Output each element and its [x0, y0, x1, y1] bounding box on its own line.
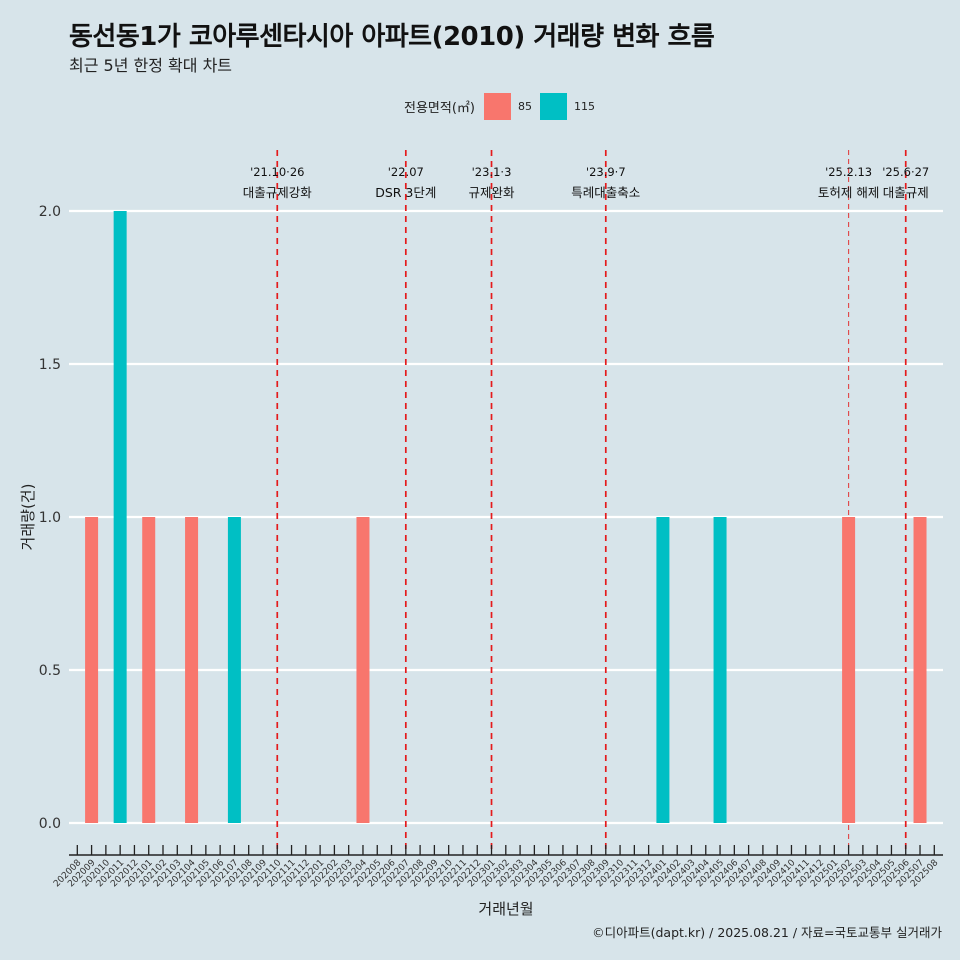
- y-tick-label: 2.0: [39, 204, 61, 220]
- bar-202107-115: [227, 517, 241, 823]
- x-axis-title: 거래년월: [478, 900, 533, 918]
- bar-202101-85: [142, 517, 156, 823]
- event-label: 특례대출축소: [571, 185, 640, 200]
- event-date: '22.07: [388, 165, 424, 179]
- y-axis: 0.0 0.5 1.0 1.5 2.0: [39, 204, 61, 832]
- y-tick-label: 1.5: [39, 357, 61, 373]
- chart-title: 동선동1가 코아루센타시아 아파트(2010) 거래량 변화 흐름: [69, 22, 715, 52]
- event-date: '25.6·27: [882, 165, 929, 179]
- y-axis-title: 거래량(건): [19, 484, 37, 551]
- legend-label-85: 85: [517, 100, 532, 113]
- event-label: 규제완화: [469, 185, 516, 200]
- bar-202009-85: [85, 517, 99, 823]
- event-label: 대출규제: [883, 185, 929, 200]
- bar-202204-85: [356, 517, 370, 823]
- bar-202502-85: [842, 517, 856, 823]
- source-caption: ©디아파트(dapt.kr) / 2025.08.21 / 자료=국토교통부 실…: [592, 925, 942, 940]
- chart-subtitle: 최근 5년 한정 확대 차트: [69, 56, 233, 75]
- event-date: '25.2.13: [825, 165, 872, 179]
- bar-202104-85: [185, 517, 199, 823]
- gridlines: [69, 209, 943, 825]
- y-tick-label: 1.0: [39, 510, 61, 526]
- event-label: 토허제 해제: [818, 185, 879, 200]
- legend-key-85: [483, 93, 511, 120]
- bar-202507-85: [913, 517, 927, 823]
- bar-202011-115: [113, 211, 127, 823]
- legend-title: 전용면적(㎡): [404, 101, 475, 116]
- y-tick-label: 0.5: [39, 663, 61, 679]
- event-annotations: '21.10·26 대출규제강화 '22.07 DSR 3단계 '23.1·3 규제완화 '…: [243, 165, 930, 200]
- event-label: DSR 3단계: [375, 185, 436, 200]
- y-tick-label: 0.0: [39, 816, 61, 832]
- legend-label-115: 115: [573, 100, 595, 113]
- x-axis: 2020082020092020102020112020122021012021…: [52, 845, 943, 889]
- event-date: '23.9·7: [586, 165, 626, 179]
- event-date: '23.1·3: [472, 165, 512, 179]
- event-label: 대출규제강화: [243, 185, 313, 200]
- bar-202401-115: [656, 517, 670, 823]
- legend: 전용면적(㎡) 85 115: [404, 93, 603, 120]
- event-lines: [276, 150, 907, 853]
- bar-202405-115: [713, 517, 727, 823]
- event-date: '21.10·26: [250, 165, 304, 179]
- legend-key-115: [539, 93, 567, 120]
- bars: [85, 211, 927, 823]
